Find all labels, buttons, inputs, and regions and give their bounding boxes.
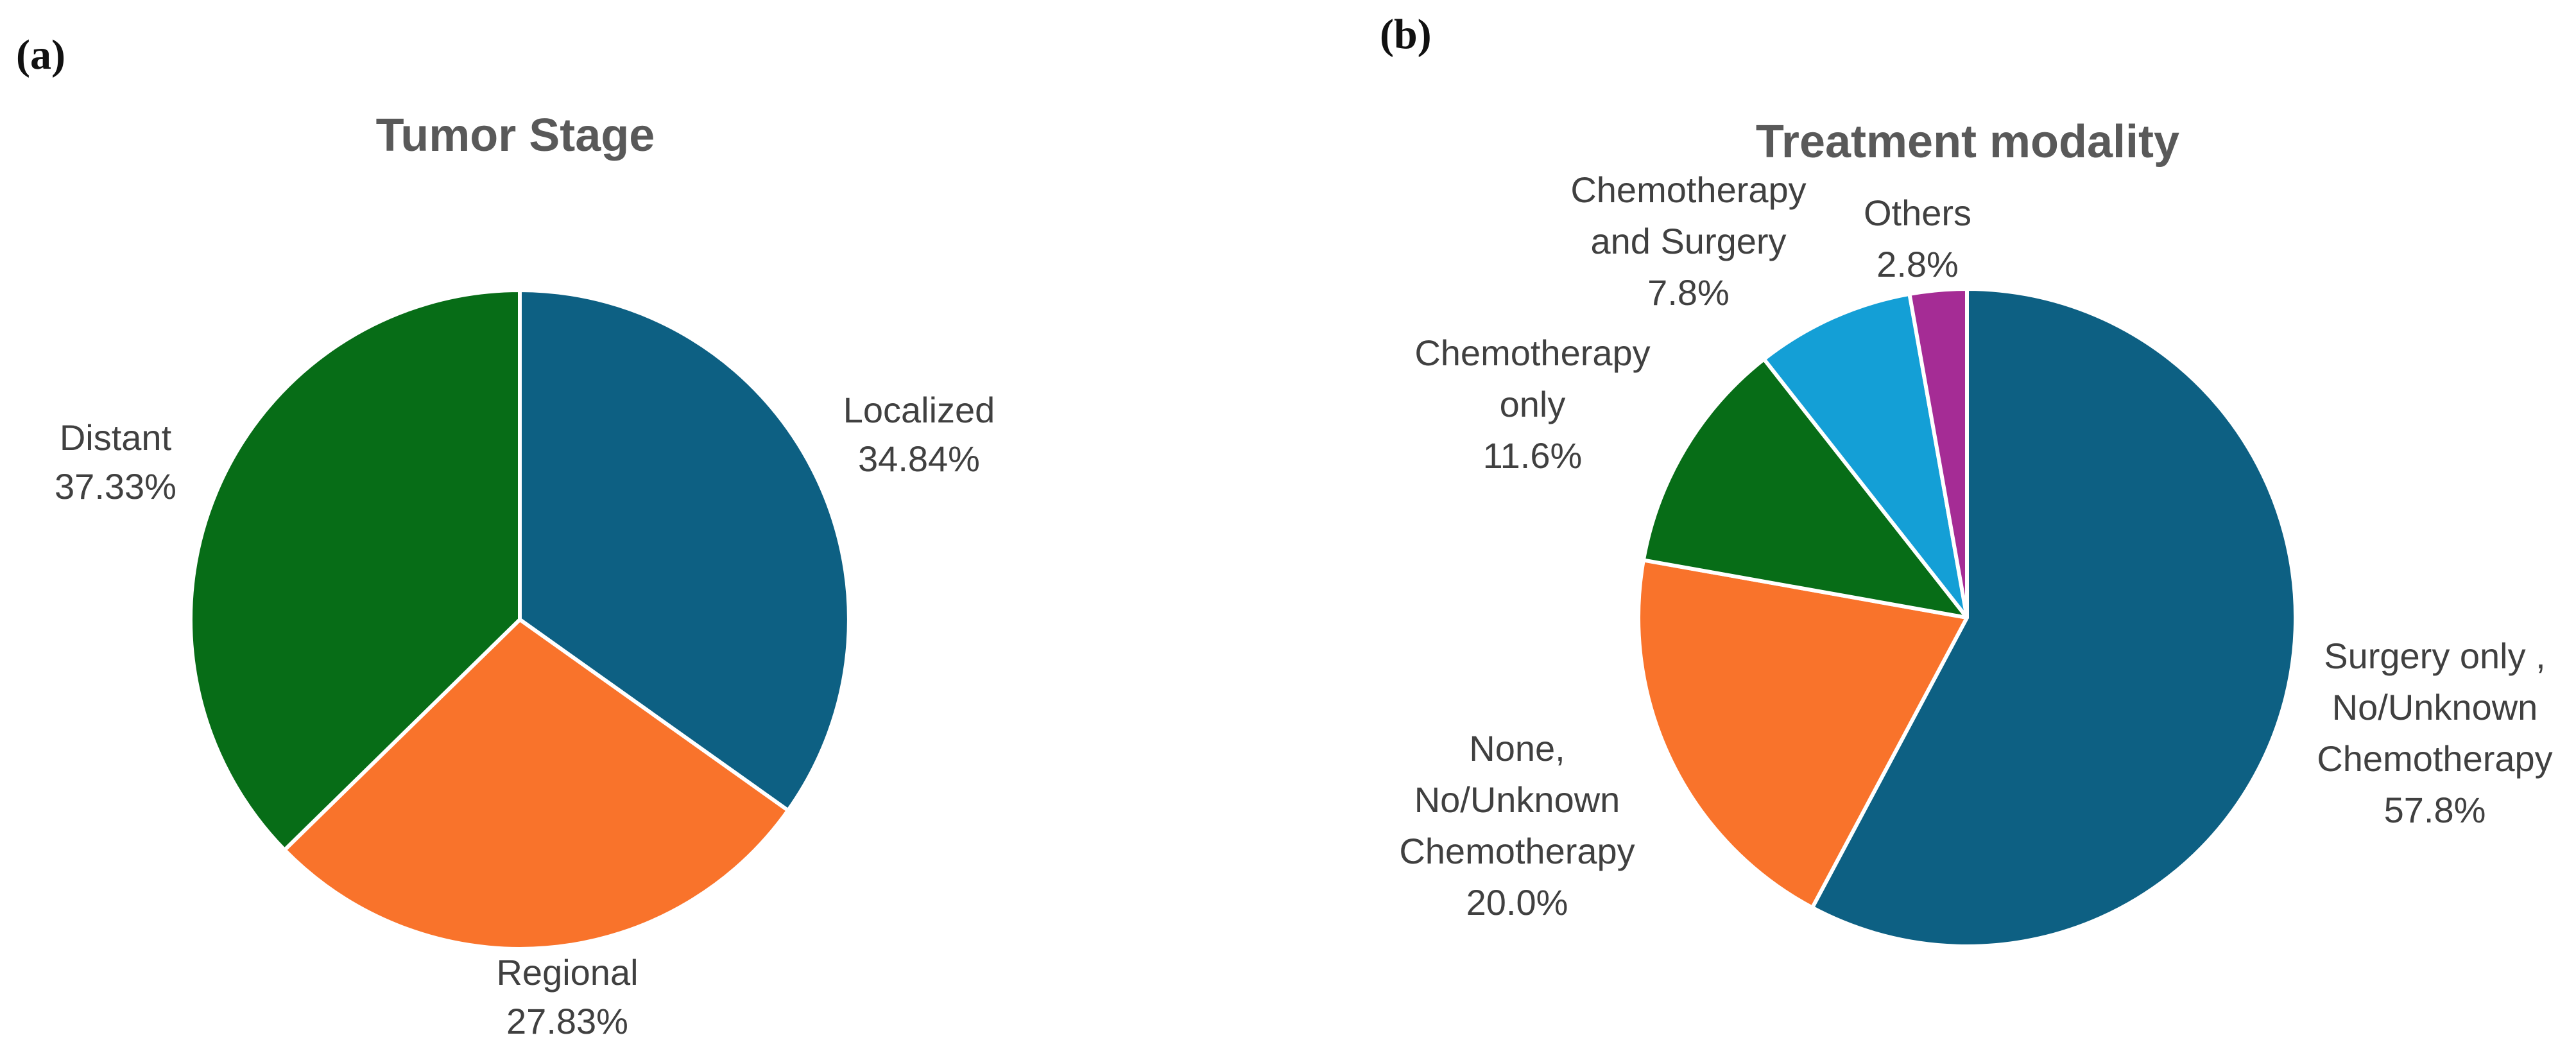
- label-line: Chemotherapy: [1414, 333, 1651, 373]
- label-line: Localized: [843, 390, 995, 430]
- label-line: and Surgery: [1590, 221, 1787, 261]
- label-line: No/Unknown: [2331, 687, 2538, 727]
- label-line: Chemotherapy: [1570, 169, 1807, 210]
- pie-slice-localized: [518, 288, 851, 813]
- label-line: 11.6%: [1482, 435, 1583, 476]
- pie-slice-others: [1907, 287, 1969, 620]
- label-line: 37.33%: [55, 466, 176, 507]
- pie-slice-chemotherapy-only: [1641, 357, 1969, 620]
- label-line: Regional: [496, 952, 639, 993]
- label-line: 27.83%: [506, 1001, 628, 1041]
- label-line: No/Unknown: [1414, 779, 1620, 820]
- label-others: Others 2.8%: [1864, 187, 1971, 290]
- label-surgery-only: Surgery only , No/Unknown Chemotherapy 5…: [2317, 630, 2552, 836]
- label-line: 34.84%: [858, 439, 980, 479]
- label-chemotherapy-only: Chemotherapy only 11.6%: [1414, 327, 1650, 482]
- pie-slice-surgery-only-no-unknown-chemotherapy: [1810, 287, 2298, 948]
- label-line: None,: [1469, 728, 1565, 769]
- panel-label-b: (b): [1380, 11, 1432, 58]
- pie-chart-treatment-modality: [1636, 287, 2298, 948]
- panel-label-a: (a): [16, 31, 65, 78]
- pie-slice-none-no-unknown-chemotherapy: [1636, 558, 1969, 910]
- chart-a-title: Tumor Stage: [375, 110, 655, 161]
- label-regional: Regional 27.83%: [496, 948, 638, 1046]
- label-line: Chemotherapy: [1399, 831, 1635, 871]
- label-none-no-unknown-chemotherapy: None, No/Unknown Chemotherapy 20.0%: [1399, 723, 1635, 928]
- label-localized: Localized 34.84%: [843, 386, 995, 483]
- chart-b-title: Treatment modality: [1755, 116, 2180, 168]
- label-chemotherapy-and-surgery: Chemotherapy and Surgery 7.8%: [1570, 164, 1806, 318]
- label-line: Chemotherapy: [2317, 738, 2553, 779]
- label-line: Distant: [59, 417, 172, 458]
- label-line: 7.8%: [1647, 272, 1730, 313]
- label-line: Surgery only ,: [2324, 636, 2546, 676]
- pie-slice-chemotherapy-and-surgery: [1762, 291, 1969, 620]
- label-line: Others: [1863, 193, 1972, 233]
- pie-slice-distant: [188, 288, 522, 852]
- label-line: 57.8%: [2383, 790, 2486, 830]
- label-line: 20.0%: [1466, 882, 1568, 923]
- label-distant: Distant 37.33%: [55, 413, 176, 511]
- label-line: only: [1499, 384, 1566, 424]
- pie-slice-regional: [282, 618, 790, 951]
- label-line: 2.8%: [1876, 244, 1959, 284]
- pie-chart-tumor-stage: [188, 288, 851, 951]
